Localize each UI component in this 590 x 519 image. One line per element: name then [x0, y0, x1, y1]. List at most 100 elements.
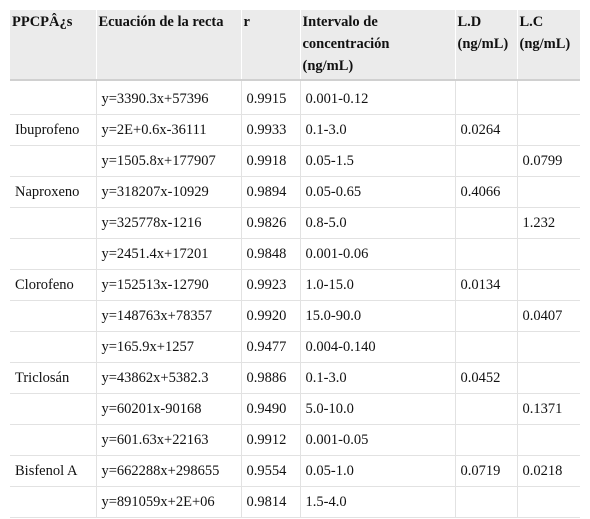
cell-ld — [454, 424, 517, 456]
header-ppcps: PPCPÂ¿s — [10, 10, 96, 81]
cell-compound — [10, 145, 96, 177]
cell-compound: Bisfenol A — [10, 455, 96, 487]
cell-interval: 1.5-4.0 — [299, 486, 455, 518]
cell-ld — [454, 331, 517, 363]
header-ld-line-2: (ng/mL) — [457, 36, 509, 52]
cell-compound — [10, 207, 96, 239]
cell-r: 0.9918 — [240, 145, 300, 177]
header-ld: L.D (ng/mL) — [454, 10, 517, 81]
cell-lc — [516, 176, 580, 208]
cell-equation: y=148763x+78357 — [95, 300, 241, 332]
cell-equation: y=3390.3x+57396 — [95, 79, 241, 115]
cell-equation: y=2E+0.6x-36111 — [95, 114, 241, 146]
cell-lc: 0.1371 — [516, 393, 580, 425]
cell-interval: 0.004-0.140 — [299, 331, 455, 363]
cell-ld — [454, 79, 517, 115]
cell-compound: Triclosán — [10, 362, 96, 394]
cell-compound — [10, 331, 96, 363]
cell-r: 0.9886 — [240, 362, 300, 394]
header-row: PPCPÂ¿s Ecuación de la recta r Intervalo… — [10, 10, 580, 81]
table-row: y=3390.3x+57396 0.9915 0.001-0.12 — [10, 79, 580, 115]
cell-compound — [10, 424, 96, 456]
cell-r: 0.9915 — [240, 79, 300, 115]
cell-interval: 0.8-5.0 — [299, 207, 455, 239]
cell-interval: 0.1-3.0 — [299, 362, 455, 394]
cell-lc — [516, 269, 580, 301]
cell-lc: 0.0407 — [516, 300, 580, 332]
cell-r: 0.9826 — [240, 207, 300, 239]
cell-compound — [10, 486, 96, 518]
cell-equation: y=318207x-10929 — [95, 176, 241, 208]
cell-ld: 0.4066 — [454, 176, 517, 208]
cell-interval: 0.001-0.05 — [299, 424, 455, 456]
cell-ld — [454, 300, 517, 332]
table-row: Triclosán y=43862x+5382.3 0.9886 0.1-3.0 0.0… — [10, 362, 580, 394]
table-header: PPCPÂ¿s Ecuación de la recta r Intervalo… — [10, 10, 580, 81]
table-row: y=601.63x+22163 0.9912 0.001-0.05 — [10, 424, 580, 456]
cell-r: 0.9933 — [240, 114, 300, 146]
cell-compound: Clorofeno — [10, 269, 96, 301]
cell-r: 0.9814 — [240, 486, 300, 518]
cell-equation: y=43862x+5382.3 — [95, 362, 241, 394]
cell-interval: 1.0-15.0 — [299, 269, 455, 301]
cell-compound — [10, 79, 96, 115]
cell-equation: y=165.9x+1257 — [95, 331, 241, 363]
cell-ld: 0.0719 — [454, 455, 517, 487]
cell-lc — [516, 424, 580, 456]
cell-equation: y=601.63x+22163 — [95, 424, 241, 456]
cell-compound: Ibuprofeno — [10, 114, 96, 146]
cell-ld: 0.0264 — [454, 114, 517, 146]
table-row: y=325778x-1216 0.9826 0.8-5.0 1.232 — [10, 207, 580, 239]
header-interval: Intervalo de concentración (ng/mL) — [299, 10, 455, 81]
cell-ld — [454, 207, 517, 239]
cell-r: 0.9912 — [240, 424, 300, 456]
cell-equation: y=325778x-1216 — [95, 207, 241, 239]
cell-lc: 0.0218 — [516, 455, 580, 487]
table-row: y=148763x+78357 0.9920 15.0-90.0 0.0407 — [10, 300, 580, 332]
table-row: y=891059x+2E+06 0.9814 1.5-4.0 — [10, 486, 580, 518]
cell-equation: y=891059x+2E+06 — [95, 486, 241, 518]
header-lc-line-1: L.C — [519, 14, 544, 30]
cell-compound — [10, 300, 96, 332]
cell-equation: y=60201x-90168 — [95, 393, 241, 425]
cell-lc: 1.232 — [516, 207, 580, 239]
table-row: Naproxeno y=318207x-10929 0.9894 0.05-0.65 0… — [10, 176, 580, 208]
header-ld-line-1: L.D — [457, 14, 482, 30]
cell-compound — [10, 238, 96, 270]
calibration-table: PPCPÂ¿s Ecuación de la recta r Intervalo… — [10, 10, 580, 518]
cell-compound: Naproxeno — [10, 176, 96, 208]
cell-r: 0.9848 — [240, 238, 300, 270]
cell-ld — [454, 145, 517, 177]
cell-lc — [516, 362, 580, 394]
cell-interval: 0.001-0.12 — [299, 79, 455, 115]
header-lc-line-2: (ng/mL) — [519, 36, 571, 52]
cell-r: 0.9920 — [240, 300, 300, 332]
table-body: y=3390.3x+57396 0.9915 0.001-0.12 Ibuprofen… — [10, 79, 580, 518]
cell-r: 0.9894 — [240, 176, 300, 208]
table-row: Clorofeno y=152513x-12790 0.9923 1.0-15.0 0.… — [10, 269, 580, 301]
cell-lc — [516, 486, 580, 518]
cell-ld: 0.0134 — [454, 269, 517, 301]
cell-compound — [10, 393, 96, 425]
cell-lc — [516, 79, 580, 115]
cell-interval: 0.1-3.0 — [299, 114, 455, 146]
cell-lc — [516, 331, 580, 363]
header-equation: Ecuación de la recta — [95, 10, 241, 81]
cell-interval: 0.001-0.06 — [299, 238, 455, 270]
cell-ld — [454, 238, 517, 270]
cell-interval: 0.05-0.65 — [299, 176, 455, 208]
cell-r: 0.9554 — [240, 455, 300, 487]
cell-r: 0.9490 — [240, 393, 300, 425]
calibration-table-container: PPCPÂ¿s Ecuación de la recta r Intervalo… — [10, 10, 580, 518]
table-row: y=165.9x+1257 0.9477 0.004-0.140 — [10, 331, 580, 363]
table-row: y=2451.4x+17201 0.9848 0.001-0.06 — [10, 238, 580, 270]
header-r: r — [240, 10, 300, 81]
header-lc: L.C (ng/mL) — [516, 10, 580, 81]
cell-ld — [454, 393, 517, 425]
cell-interval: 0.05-1.0 — [299, 455, 455, 487]
header-interval-line-3: (ng/mL) — [302, 58, 354, 74]
cell-lc — [516, 238, 580, 270]
cell-ld — [454, 486, 517, 518]
table-row: y=1505.8x+177907 0.9918 0.05-1.5 0.0799 — [10, 145, 580, 177]
